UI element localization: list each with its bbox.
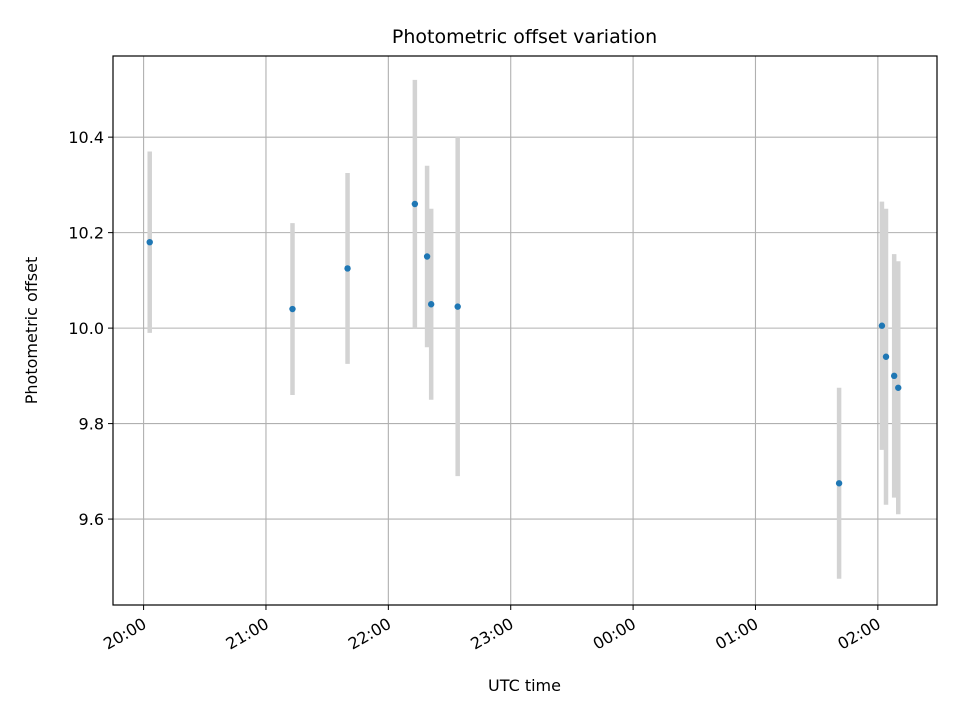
x-tick-label: 22:00 [345,614,394,654]
y-axis-ticks: 9.6 9.8 10.0 10.2 10.4 [68,128,113,529]
y-tick-label: 9.6 [79,510,104,529]
y-axis-label: Photometric offset [22,257,41,405]
grid [113,56,937,605]
data-point [427,301,435,308]
data-point [895,384,902,391]
plot-frame [112,55,938,606]
x-tick-label: 20:00 [100,614,149,654]
data-point [423,253,431,260]
x-axis-ticks: 20:00 21:00 22:00 23:00 00:00 01:00 02:00 [100,605,884,654]
y-tick-label: 10.4 [68,128,104,147]
data-point [890,372,898,380]
x-axis-label: UTC time [488,676,561,695]
x-tick-label: 01:00 [712,614,761,654]
x-tick-label: 23:00 [467,614,516,654]
data-point [882,353,890,360]
error-bars [147,79,901,579]
y-tick-label: 9.8 [79,415,104,434]
x-tick-label: 21:00 [223,614,272,654]
data-point [146,238,153,246]
data-point [344,265,351,272]
x-tick-label: 00:00 [590,614,639,654]
data-point [454,303,461,310]
data-point [835,480,843,487]
data-point [411,200,419,208]
data-point [878,322,886,329]
chart-title: Photometric offset variation [392,26,657,48]
data-points [146,200,902,487]
y-tick-label: 10.0 [68,319,104,338]
y-tick-label: 10.2 [68,224,104,243]
data-point [289,305,296,313]
x-tick-label: 02:00 [834,614,883,654]
